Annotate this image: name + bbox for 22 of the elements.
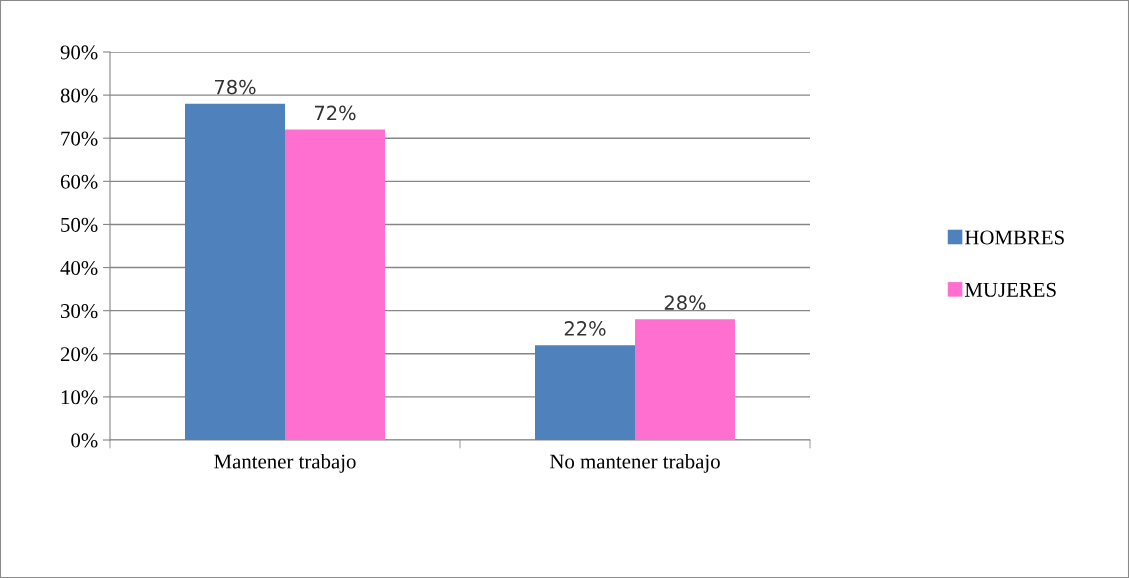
y-tick-label: 70%	[61, 131, 98, 146]
bar	[535, 345, 635, 440]
legend-label: HOMBRES	[965, 230, 1064, 245]
data-label: 72%	[314, 105, 356, 121]
y-tick-label: 20%	[60, 347, 98, 362]
y-tick-label: 30%	[61, 304, 98, 319]
x-tick-label: Mantener trabajo	[214, 453, 356, 473]
bar	[185, 103, 285, 440]
data-label: 22%	[564, 321, 606, 336]
x-tick-label: No mantener trabajo	[549, 453, 720, 473]
y-tick-label: 80%	[60, 88, 98, 103]
y-tick-label: 10%	[61, 390, 98, 405]
bar	[635, 319, 735, 440]
legend-label: MUJERES	[965, 282, 1056, 297]
bar	[285, 129, 385, 440]
y-tick-label: 90%	[60, 45, 98, 60]
data-label: 78%	[214, 79, 256, 95]
y-tick-label: 50%	[61, 217, 98, 232]
data-label: 28%	[664, 295, 706, 310]
y-tick-label: 0%	[71, 433, 98, 448]
y-tick-label: 40%	[60, 260, 98, 276]
y-tick-label: 60%	[60, 174, 98, 189]
